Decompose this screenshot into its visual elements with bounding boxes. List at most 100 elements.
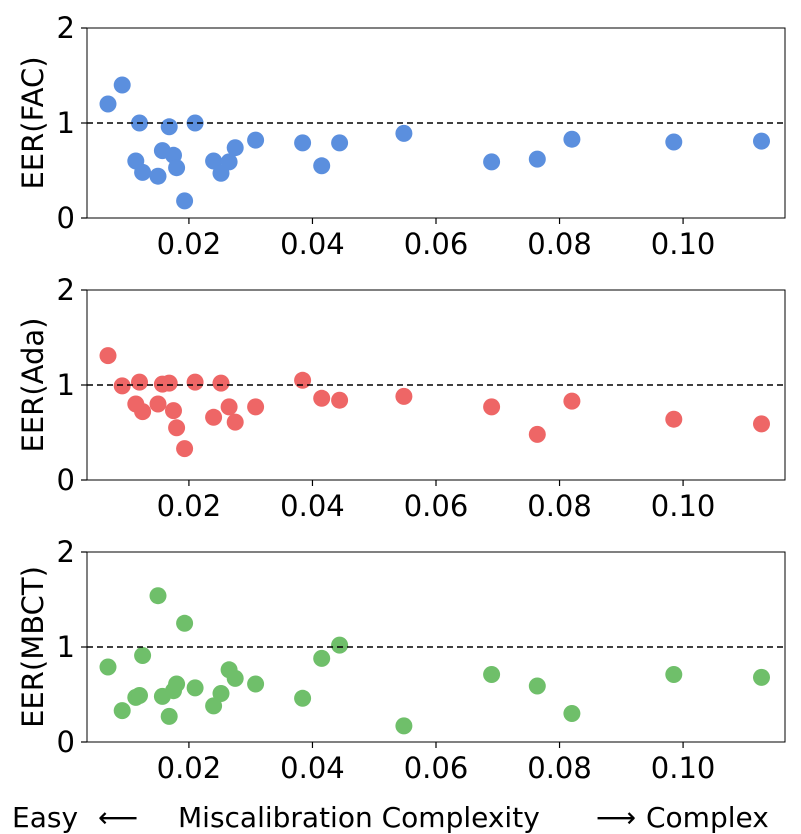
point-mbct-12 (186, 679, 204, 697)
point-mbct-10 (168, 675, 186, 693)
point-mbct-14 (212, 685, 230, 702)
point-ada-21 (395, 387, 413, 405)
point-ada-1 (99, 347, 117, 365)
point-mbct-17 (247, 675, 265, 693)
point-mbct-5 (134, 647, 152, 664)
x-tick-label-mbct: 0.02 (157, 751, 222, 785)
point-fac-21 (395, 124, 413, 142)
y-tick-label-ada: 2 (57, 273, 75, 307)
y-tick-label-fac: 2 (57, 11, 75, 45)
point-fac-20 (331, 134, 349, 152)
point-fac-11 (176, 192, 194, 210)
point-mbct-20 (331, 636, 349, 654)
point-fac-5 (134, 163, 152, 181)
footer-easy-label: Easy (12, 801, 78, 834)
point-fac-12 (186, 114, 204, 132)
point-fac-13 (205, 152, 223, 170)
point-ada-20 (331, 391, 349, 409)
y-axis-label-fac: EER(FAC) (16, 56, 50, 189)
point-ada-25 (665, 410, 683, 428)
point-fac-24 (563, 130, 581, 148)
point-ada-9 (165, 402, 182, 420)
x-tick-label-ada: 0.06 (404, 489, 469, 523)
point-ada-8 (160, 374, 178, 392)
x-tick-label-fac: 0.06 (404, 227, 469, 261)
point-mbct-2 (113, 702, 131, 720)
y-axis-label-ada: EER(Ada) (16, 318, 50, 453)
y-tick-label-mbct: 2 (57, 535, 75, 569)
point-mbct-8 (160, 707, 178, 725)
point-fac-2 (113, 76, 131, 94)
point-fac-10 (168, 159, 186, 177)
point-fac-18 (294, 134, 312, 152)
point-ada-10 (168, 419, 186, 437)
y-tick-label-ada: 1 (57, 368, 75, 402)
point-ada-23 (528, 425, 546, 443)
point-mbct-13 (205, 697, 223, 715)
point-ada-17 (247, 398, 265, 416)
point-ada-11 (176, 440, 194, 458)
point-fac-26 (753, 132, 770, 150)
point-mbct-4 (131, 687, 148, 704)
point-ada-26 (753, 415, 770, 433)
point-ada-24 (563, 392, 581, 410)
point-mbct-1 (99, 658, 117, 676)
x-tick-label-ada: 0.08 (527, 489, 592, 523)
point-ada-13 (205, 408, 223, 426)
point-fac-15 (220, 153, 238, 171)
point-mbct-19 (313, 649, 331, 667)
point-ada-14 (212, 374, 230, 392)
x-tick-label-fac: 0.02 (157, 227, 222, 261)
x-tick-label-mbct: 0.06 (404, 751, 469, 785)
footer-right-arrow: ⟶ (596, 801, 636, 834)
y-axis-label-mbct: EER(MBCT) (16, 566, 50, 728)
point-fac-22 (483, 153, 501, 171)
point-ada-18 (294, 371, 312, 389)
point-mbct-6 (149, 587, 167, 605)
x-tick-label-ada: 0.02 (157, 489, 222, 523)
panel-mbct: 0 1 2 0.02 0.04 0.06 0.08 0.10 EER(MBCT) (16, 535, 786, 785)
footer-left-arrow: ⟵ (98, 801, 138, 834)
point-ada-6 (149, 395, 167, 413)
panel-fac: 0 1 2 0.02 0.04 0.06 0.08 0.10 EER(FAC) (16, 11, 786, 261)
x-tick-label-ada: 0.04 (280, 489, 345, 523)
point-mbct-23 (528, 677, 546, 695)
point-mbct-16 (226, 669, 244, 687)
point-mbct-21 (395, 717, 413, 735)
point-fac-19 (313, 157, 331, 175)
point-mbct-26 (753, 668, 770, 686)
point-fac-25 (665, 133, 683, 151)
y-tick-label-ada: 0 (57, 463, 75, 497)
panel-ada: 0 1 2 0.02 0.04 0.06 0.08 0.10 EER(Ada) (16, 273, 786, 523)
x-tick-label-fac: 0.10 (651, 227, 716, 261)
point-mbct-24 (563, 705, 581, 722)
point-ada-2 (113, 377, 131, 395)
y-tick-label-fac: 1 (57, 106, 75, 140)
point-mbct-11 (176, 614, 194, 632)
point-mbct-25 (665, 666, 683, 683)
footer-axis-title: Miscalibration Complexity (178, 801, 540, 834)
x-tick-label-mbct: 0.04 (280, 751, 345, 785)
y-tick-label-fac: 0 (57, 201, 75, 235)
y-tick-label-mbct: 1 (57, 630, 75, 664)
point-fac-1 (99, 95, 117, 113)
x-tick-label-mbct: 0.10 (651, 751, 716, 785)
y-tick-label-mbct: 0 (57, 725, 75, 759)
point-ada-16 (226, 413, 244, 431)
point-ada-4 (131, 373, 148, 391)
point-ada-5 (134, 403, 152, 421)
x-tick-label-fac: 0.08 (527, 227, 592, 261)
point-ada-19 (313, 389, 331, 407)
footer-complex-label: Complex (646, 801, 769, 834)
point-fac-23 (528, 150, 546, 168)
point-fac-17 (247, 131, 265, 149)
point-mbct-18 (294, 689, 312, 707)
x-tick-label-mbct: 0.08 (527, 751, 592, 785)
x-tick-label-fac: 0.04 (280, 227, 345, 261)
point-ada-15 (220, 398, 238, 416)
x-tick-label-ada: 0.10 (651, 489, 716, 523)
point-ada-22 (483, 398, 501, 416)
point-mbct-22 (483, 666, 501, 683)
x-axis-footer: Easy ⟵ Miscalibration Complexity ⟶ Compl… (12, 801, 769, 834)
